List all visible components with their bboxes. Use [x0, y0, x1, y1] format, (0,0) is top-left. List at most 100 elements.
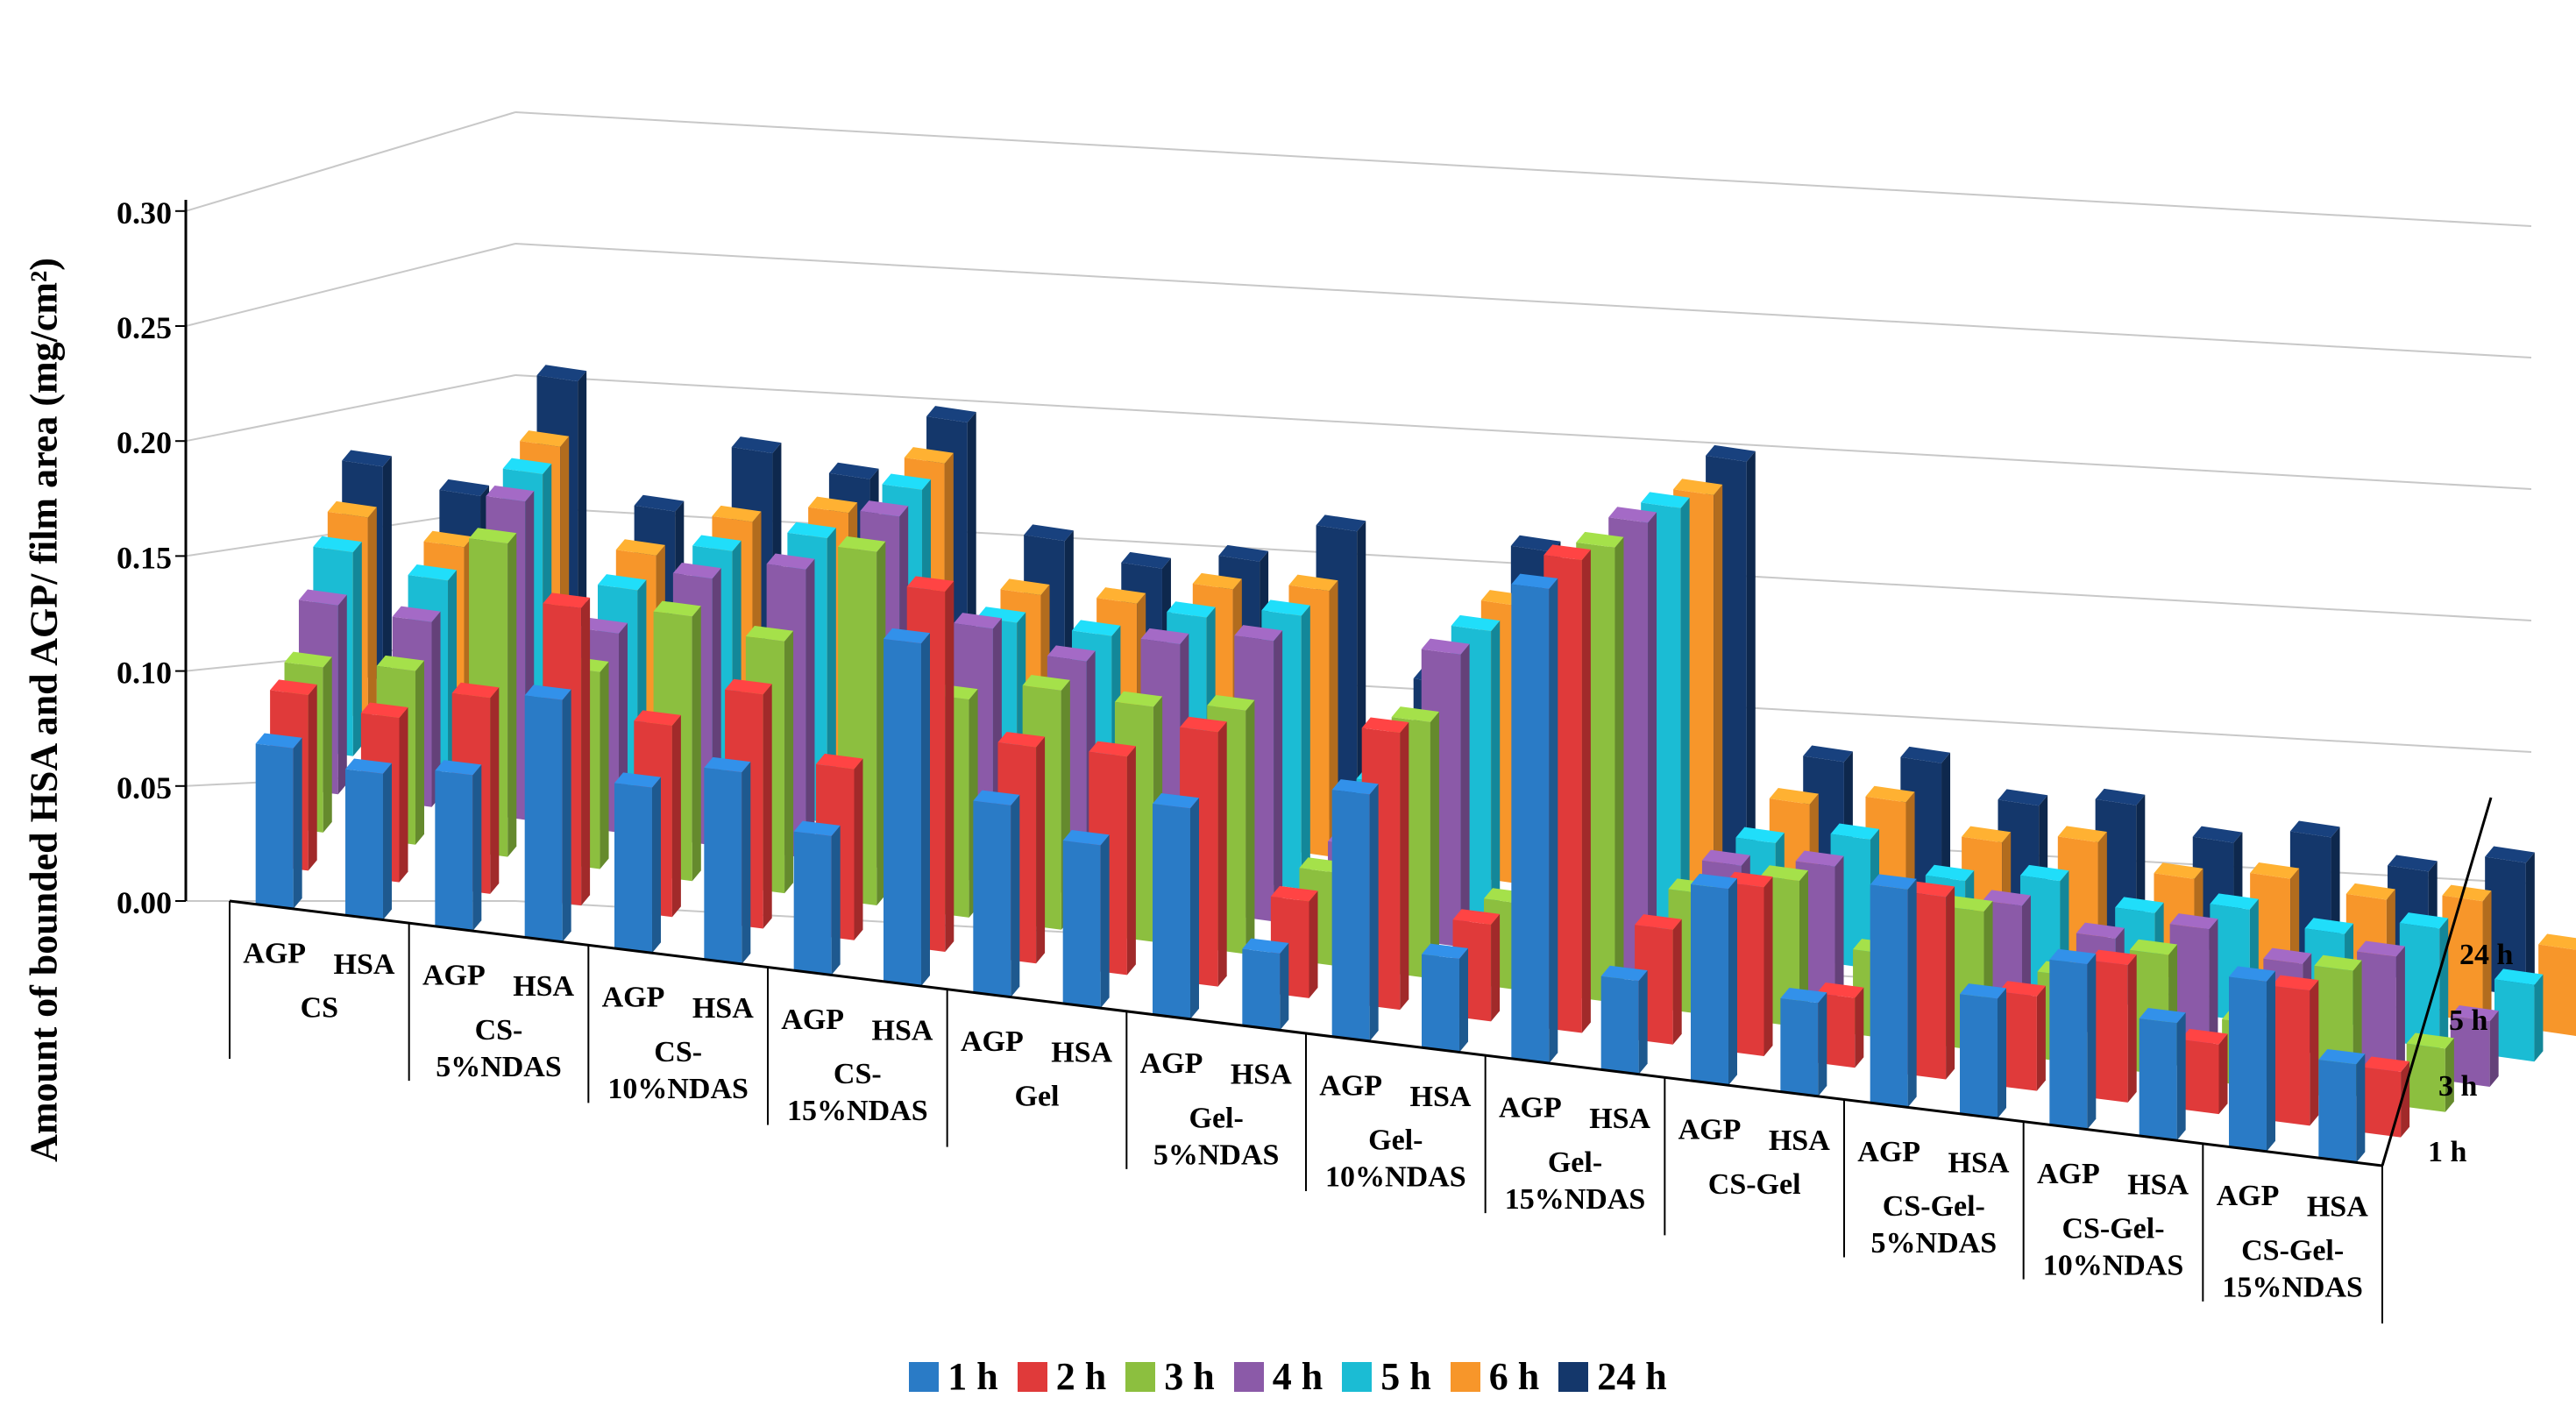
bar-side: [1818, 992, 1827, 1096]
bar-top: [2263, 947, 2312, 964]
legend-label: 6 h: [1488, 1355, 1540, 1398]
bar-top: [704, 756, 751, 773]
bar: [2318, 1048, 2366, 1163]
bar-top: [284, 651, 332, 668]
bar-side: [2482, 890, 2492, 1023]
bar-side: [367, 507, 377, 719]
bar-front: [2538, 944, 2576, 1036]
bar-top: [1234, 625, 1283, 642]
bar-side: [1581, 549, 1591, 1033]
bar-top: [1962, 826, 2012, 843]
bar-side: [2127, 954, 2137, 1103]
bar-top: [360, 702, 408, 719]
x-group-label: 5%NDAS: [1153, 1139, 1280, 1171]
bar-top: [793, 820, 841, 836]
x-subcategory-label: HSA: [2127, 1169, 2189, 1202]
bar-front: [2180, 1039, 2219, 1115]
bar-side: [1728, 878, 1737, 1086]
x-subcategory-label: HSA: [872, 1014, 933, 1047]
bar-side: [1714, 484, 1723, 912]
bar-front: [614, 783, 652, 954]
bar-top: [2090, 949, 2137, 966]
bar-side: [827, 528, 836, 823]
bar-top: [725, 678, 772, 695]
bar-top: [342, 450, 392, 467]
legend: 1 h 2 h 3 h 4 h 5 h 6 h 24 h: [0, 1354, 2576, 1399]
x-subcategory-label: AGP: [1140, 1047, 1203, 1080]
legend-swatch: [1125, 1361, 1156, 1392]
bar-side: [1301, 605, 1310, 890]
bar-top: [1511, 573, 1558, 589]
x-subcategory-label: HSA: [2307, 1191, 2368, 1224]
bar-top: [1192, 572, 1242, 590]
bars: [255, 365, 2576, 1163]
bar-top: [1960, 983, 2006, 999]
legend-swatch: [909, 1361, 940, 1392]
legend-label: 24 h: [1597, 1355, 1667, 1398]
bar-top: [536, 365, 587, 382]
bar-front: [2229, 976, 2267, 1152]
bar-side: [2356, 1054, 2366, 1163]
bar-top: [954, 613, 1002, 629]
bar-front: [2362, 1067, 2402, 1138]
x-category-labels: AGP HSA CS AGP HSA CS- 5%NDAS AGP HSA CS- 10%NDAS A…: [229, 901, 2383, 1323]
bar-top: [1510, 535, 1561, 552]
bar-top: [2154, 862, 2203, 879]
bar: [2450, 1004, 2499, 1087]
bar-side: [671, 714, 681, 918]
bar-side: [1011, 794, 1020, 997]
x-group-label: Gel-: [1548, 1146, 1602, 1179]
bar-top: [469, 528, 517, 544]
bar-top: [2399, 912, 2449, 929]
bar-top: [1998, 981, 2046, 997]
bar-side: [2489, 1011, 2499, 1087]
bar: [2538, 933, 2576, 1036]
x-group-label: 15%NDAS: [787, 1095, 928, 1127]
bar-top: [408, 564, 458, 581]
bar: [1331, 779, 1379, 1041]
x-subcategory-label: AGP: [1678, 1114, 1742, 1146]
bar-top: [997, 731, 1046, 748]
x-subcategory-label: HSA: [1769, 1125, 1830, 1157]
legend-swatch: [1017, 1361, 1047, 1392]
x-group-label: 5%NDAS: [436, 1051, 562, 1083]
bar-top: [2169, 913, 2218, 930]
bar-front: [2399, 923, 2440, 1049]
bar-front: [2494, 979, 2535, 1062]
bar-side: [1672, 919, 1682, 1045]
bar-top: [1180, 716, 1227, 733]
bar: [2090, 949, 2137, 1103]
bar-top: [615, 539, 665, 556]
y-tick-labels: 0.00 0.05 0.10 0.15 0.20 0.25 0.30: [117, 195, 186, 920]
x-group-label: Gel-: [1368, 1125, 1423, 1157]
x-group-label: Gel: [1015, 1080, 1060, 1112]
bar-top: [766, 553, 815, 570]
bar-side: [600, 661, 609, 869]
bar-side: [1763, 876, 1773, 1056]
x-subcategory-label: AGP: [1319, 1069, 1382, 1102]
bar-top: [2076, 922, 2125, 939]
bar: [1511, 573, 1558, 1064]
x-subcategory-label: AGP: [243, 937, 306, 969]
bar: [1153, 792, 1199, 1019]
bar-top: [1422, 943, 1468, 959]
bar-side: [2395, 946, 2405, 1075]
bar-side: [352, 542, 362, 756]
bar: [524, 685, 571, 942]
bar-top: [392, 606, 441, 622]
bar-side: [581, 597, 591, 906]
bar-side: [2266, 970, 2275, 1152]
bar-top: [435, 760, 482, 776]
bar-side: [742, 762, 751, 964]
x-group-label: CS-Gel: [1708, 1168, 1801, 1201]
x-group-label: Gel-: [1189, 1102, 1244, 1134]
bar-side: [308, 684, 317, 871]
bar-side: [337, 594, 347, 795]
bar-top: [1635, 914, 1682, 930]
bar-side: [1458, 947, 1468, 1053]
legend-item: 2 h: [1017, 1354, 1106, 1399]
bar-top: [884, 628, 930, 644]
bar-front: [2139, 1018, 2177, 1141]
bar-front: [1242, 948, 1281, 1031]
